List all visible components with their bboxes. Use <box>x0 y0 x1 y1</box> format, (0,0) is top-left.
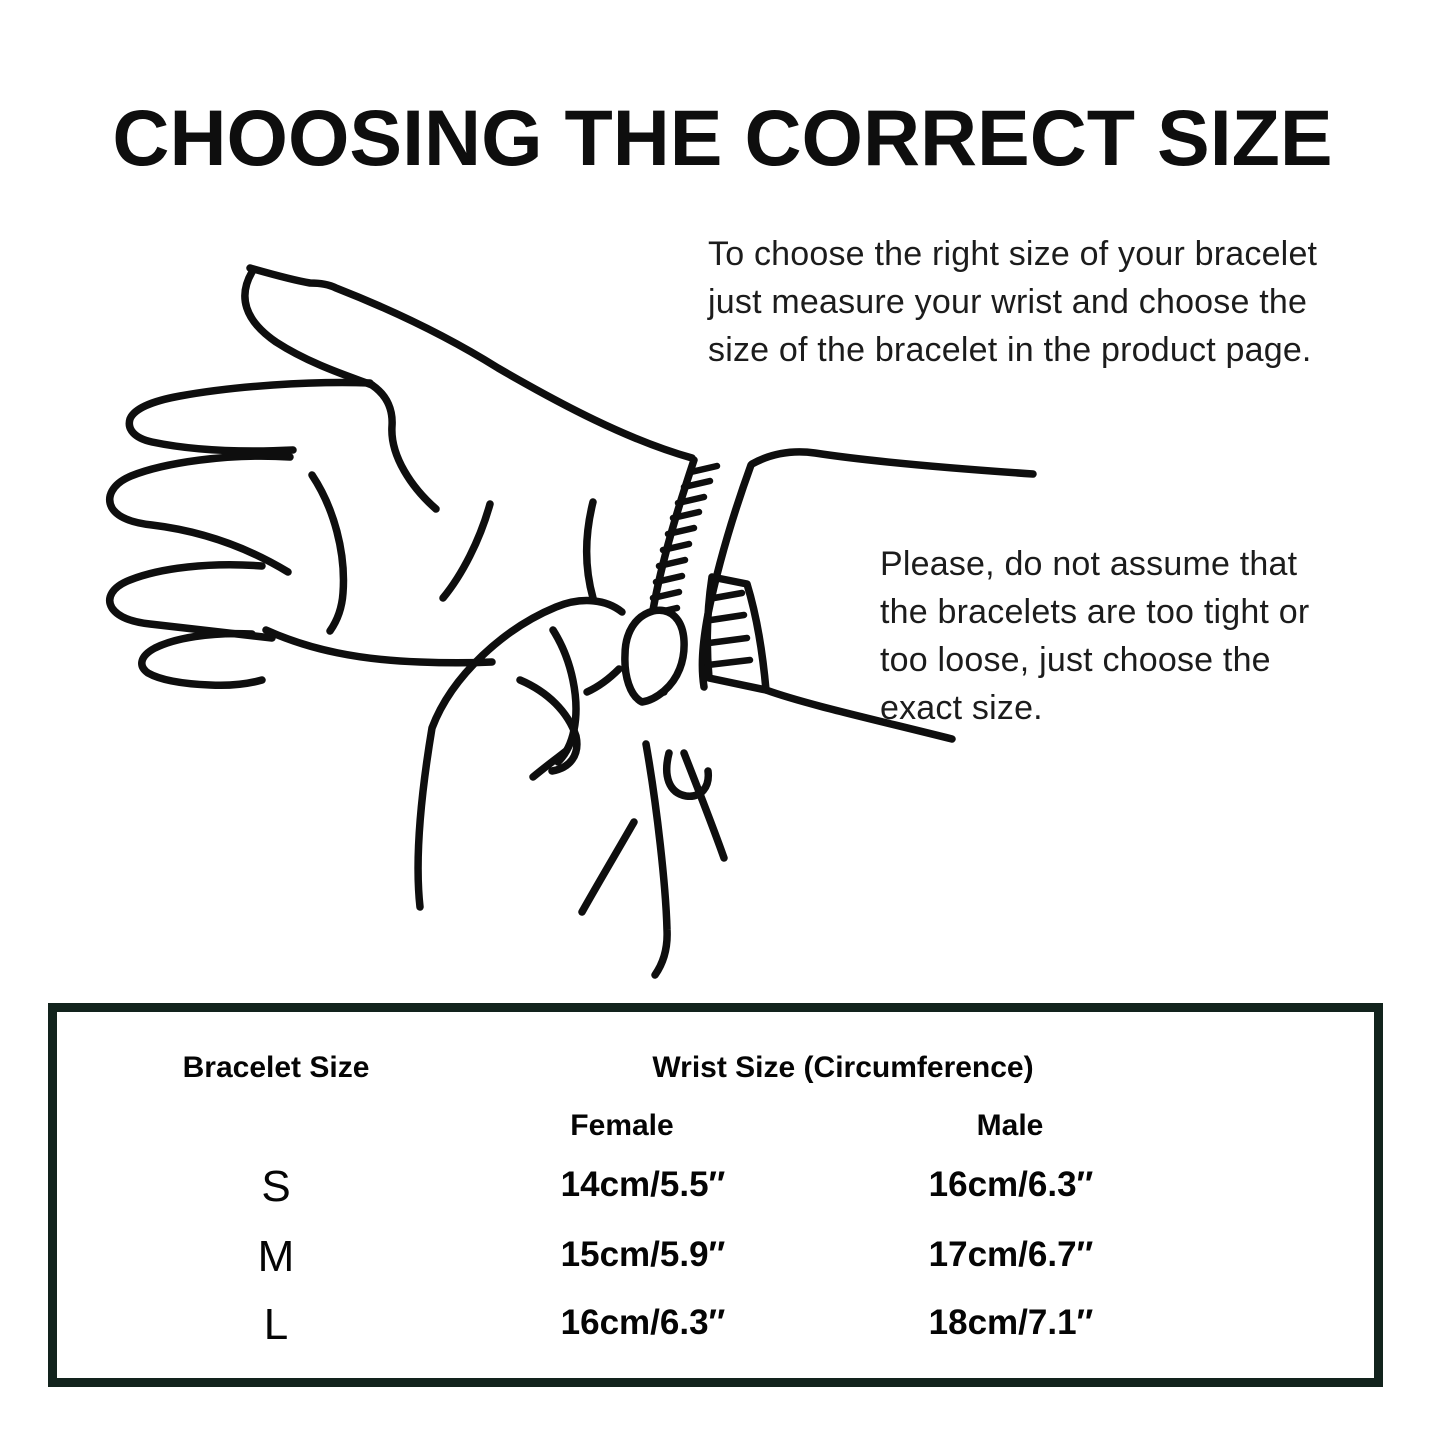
note-line: too loose, just choose the <box>880 641 1271 679</box>
thumb-nail <box>621 606 688 706</box>
thumb-nail-crease <box>583 665 623 696</box>
holding-hand-wrist-right <box>642 740 671 979</box>
tape-flap-hatches <box>704 589 754 669</box>
table-row-s-male: 16cm/6.3″ <box>928 1165 1094 1204</box>
middle-finger <box>106 452 294 576</box>
bracelet-size-header: Bracelet Size <box>182 1051 370 1084</box>
size-table <box>48 1003 1383 1387</box>
note-line: Please, do not assume that <box>880 545 1298 583</box>
table-row-s-female: 14cm/5.5″ <box>560 1165 726 1204</box>
table-row-m-size: M <box>257 1232 295 1281</box>
palm-crease-1 <box>308 471 348 635</box>
table-row-m-male: 17cm/6.7″ <box>928 1235 1094 1274</box>
forearm-top-line <box>748 448 1037 478</box>
palm-crease-2 <box>439 500 494 602</box>
table-row-l-size: L <box>263 1300 289 1349</box>
note-line: the bracelets are too tight or <box>880 593 1310 631</box>
holding-hand-thumb-edge <box>414 596 626 911</box>
male-column-header: Male <box>976 1109 1044 1142</box>
thumb-webbing-line <box>368 381 440 513</box>
tape-tip-curl <box>662 749 712 800</box>
holding-hand-knuckle-arc <box>529 747 570 781</box>
ring-finger <box>106 561 276 642</box>
index-finger <box>125 378 374 455</box>
wrist-size-header: Wrist Size (Circumference) <box>652 1051 1034 1084</box>
holding-hand-gap-line <box>578 818 638 916</box>
holding-hand-thumb-inner-1 <box>549 626 580 766</box>
intro-line: To choose the right size of your bracele… <box>708 235 1318 273</box>
female-column-header: Female <box>570 1109 674 1142</box>
note-paragraph: Please, do not assume that the bracelets… <box>880 540 1309 732</box>
forearm-bottom-line <box>762 686 956 743</box>
intro-line: just measure your wrist and choose the <box>708 283 1308 321</box>
table-row-s-size: S <box>261 1162 291 1211</box>
thumb-outer-edge <box>241 268 376 389</box>
pinky-finger <box>138 629 266 689</box>
holding-hand-index-edge <box>680 749 728 862</box>
table-row-m-female: 15cm/5.9″ <box>560 1235 726 1274</box>
holding-hand-thumb-inner-2 <box>516 676 581 775</box>
page-title: CHOOSING THE CORRECT SIZE <box>112 93 1333 182</box>
table-row-l-male: 18cm/7.1″ <box>928 1303 1094 1342</box>
intro-paragraph: To choose the right size of your bracele… <box>708 230 1317 374</box>
table-row-l-female: 16cm/6.3″ <box>560 1303 726 1342</box>
note-line: exact size. <box>880 689 1043 727</box>
intro-line: size of the bracelet in the product page… <box>708 331 1312 369</box>
palm-crease-3 <box>582 498 597 602</box>
thumb-top-edge <box>246 264 696 462</box>
hand-bottom-edge <box>262 626 496 667</box>
